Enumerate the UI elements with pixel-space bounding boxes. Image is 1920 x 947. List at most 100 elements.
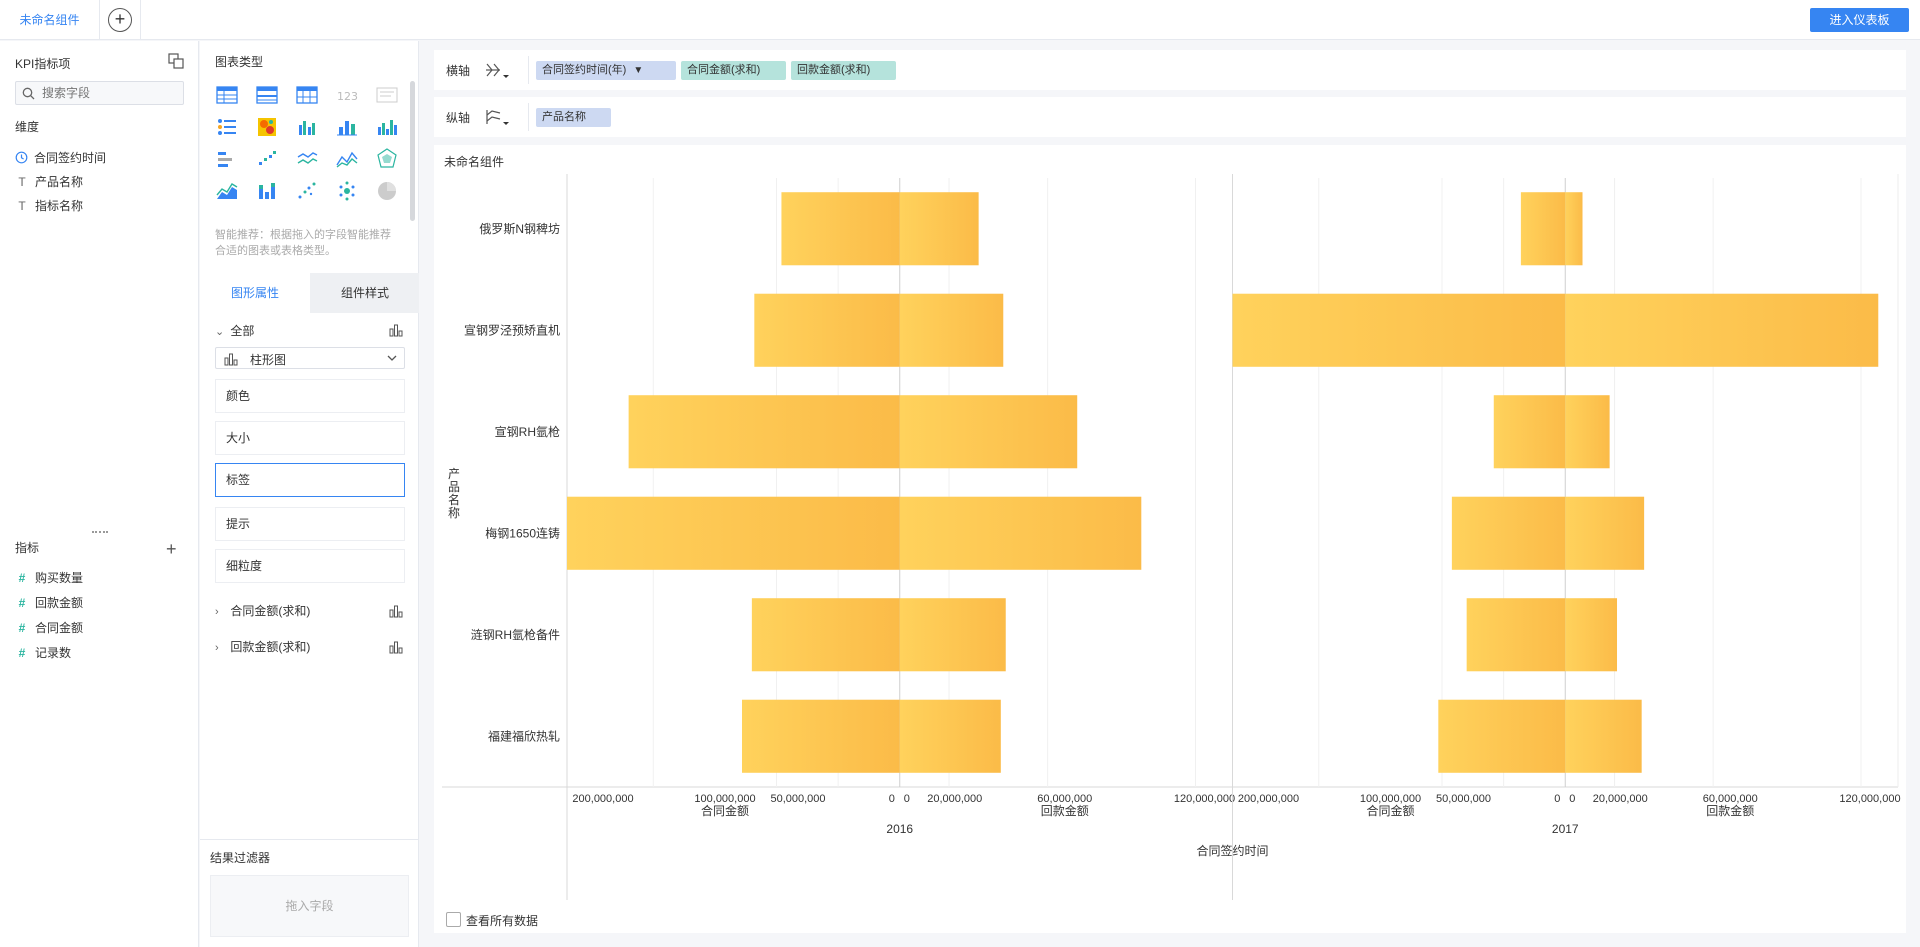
- bar-chart-icon[interactable]: [389, 323, 403, 337]
- bar-payment-amount: [1565, 598, 1618, 672]
- dimension-field-product-name[interactable]: T 产品名称: [15, 172, 83, 192]
- filter-drop-zone[interactable]: 拖入字段: [210, 875, 409, 937]
- property-tooltip[interactable]: 提示: [215, 507, 405, 541]
- chart-type-select[interactable]: 柱形图: [215, 347, 405, 369]
- area-line-icon[interactable]: [335, 147, 359, 171]
- hash-icon: #: [18, 621, 26, 635]
- bar-payment-amount: [899, 293, 1004, 367]
- scatter-icon[interactable]: [255, 147, 279, 171]
- grouped-bar-icon[interactable]: [295, 115, 319, 139]
- property-granularity[interactable]: 细粒度: [215, 549, 405, 583]
- property-size[interactable]: 大小: [215, 421, 405, 455]
- dimension-field-contract-time[interactable]: 合同签约时间: [15, 148, 106, 168]
- bar-contract-amount: [628, 395, 900, 469]
- y-axis-title-char: 名: [448, 492, 460, 507]
- table-icon[interactable]: [215, 83, 239, 107]
- measure-field-purchase-qty[interactable]: # 购买数量: [15, 568, 83, 588]
- tab-graph-properties[interactable]: 图形属性: [200, 273, 310, 313]
- category-label: 宣钢RH氩枪: [495, 424, 560, 439]
- category-label: 涟钢RH氩枪备件: [471, 627, 560, 642]
- bar-contract-amount: [1232, 293, 1566, 367]
- divider: [200, 839, 419, 840]
- tick-label: 200,000,000: [572, 793, 633, 805]
- point-cloud-icon[interactable]: [335, 179, 359, 203]
- all-series-row[interactable]: ⌄ 全部: [215, 321, 405, 341]
- chart-type-scrollbar[interactable]: [410, 81, 415, 221]
- bar-chart-icon[interactable]: [335, 115, 359, 139]
- multi-bar-icon[interactable]: [375, 115, 399, 139]
- enter-dashboard-button[interactable]: 进入仪表板: [1810, 8, 1909, 32]
- search-icon: [22, 87, 35, 100]
- property-color[interactable]: 颜色: [215, 379, 405, 413]
- series-row-payment-amount[interactable]: › 回款金额(求和): [215, 637, 405, 657]
- show-all-data-checkbox[interactable]: [446, 912, 461, 927]
- field-label: 合同金额: [35, 621, 84, 635]
- number-kpi-icon[interactable]: 123: [335, 83, 359, 107]
- add-tab-button[interactable]: +: [108, 8, 132, 32]
- dimension-field-indicator-name[interactable]: T 指标名称: [15, 196, 83, 216]
- field-label: 购买数量: [35, 571, 84, 585]
- field-label: 合同签约时间: [34, 151, 107, 165]
- all-series-label: 全部: [230, 324, 255, 338]
- field-label: 产品名称: [35, 175, 84, 189]
- tick-label: 120,000,000: [1174, 793, 1235, 805]
- bar-payment-amount: [899, 699, 1001, 773]
- category-label: 梅钢1650连铸: [485, 525, 560, 540]
- category-label: 宣钢罗泾预矫直机: [464, 322, 560, 337]
- switch-table-icon[interactable]: [168, 53, 184, 69]
- area-chart-icon[interactable]: [215, 179, 239, 203]
- tick-label: 20,000,000: [1593, 793, 1648, 805]
- dimension-section-label: 维度: [15, 120, 40, 134]
- tick-label: 100,000,000: [1360, 793, 1421, 805]
- top-bar: 未命名组件 + 进入仪表板: [0, 0, 1920, 40]
- clock-icon: [15, 151, 28, 164]
- series-label: 回款金额(求和): [230, 640, 311, 654]
- cross-table-icon[interactable]: [295, 83, 319, 107]
- radar-icon[interactable]: [375, 147, 399, 171]
- heatmap-icon[interactable]: [255, 115, 279, 139]
- search-input[interactable]: [42, 85, 177, 101]
- x-axis-label: 横轴: [446, 64, 471, 78]
- bar-chart-icon[interactable]: [389, 604, 403, 618]
- measure-field-record-count[interactable]: # 记录数: [15, 643, 71, 663]
- bar-chart: 产品名称 俄罗斯N钢稗坊宣钢罗泾预矫直机宣钢RH氩枪梅钢1650连铸涟钢RH氩枪备…: [442, 174, 1901, 900]
- tab-component-style[interactable]: 组件样式: [340, 286, 389, 300]
- x-axis-shelf: 横轴 合同签约时间(年) ▼ 合同金额(求和) 回款金额(求和): [434, 50, 1906, 90]
- series-row-contract-amount[interactable]: › 合同金额(求和): [215, 601, 405, 621]
- bar-contract-amount: [1466, 598, 1566, 672]
- add-measure-icon[interactable]: +: [166, 539, 177, 559]
- bar-chart-icon: [224, 353, 238, 366]
- tick-label: 0: [1554, 793, 1560, 805]
- tick-label: 120,000,000: [1839, 793, 1900, 805]
- measure-section-label: 指标: [15, 541, 40, 555]
- bar-chart-icon[interactable]: [389, 640, 403, 654]
- pill-payment-amount[interactable]: 回款金额(求和): [791, 61, 896, 80]
- text-widget-icon[interactable]: [375, 83, 399, 107]
- line-chart-icon[interactable]: [295, 147, 319, 171]
- bubble-scatter-icon[interactable]: [295, 179, 319, 203]
- axis-swap-icon[interactable]: [484, 107, 510, 127]
- svg-text:123: 123: [337, 90, 358, 103]
- property-label[interactable]: 标签: [215, 463, 405, 497]
- pill-contract-amount[interactable]: 合同金额(求和): [681, 61, 786, 80]
- text-type-icon: T: [18, 175, 26, 189]
- pill-product-name[interactable]: 产品名称: [536, 108, 611, 127]
- bar-contract-amount: [1438, 699, 1566, 773]
- tick-label: 100,000,000: [694, 793, 755, 805]
- stacked-bar-icon[interactable]: [255, 179, 279, 203]
- tick-label: 20,000,000: [927, 793, 982, 805]
- measure-field-contract-amount[interactable]: # 合同金额: [15, 618, 83, 638]
- panel-title: KPI指标项: [15, 57, 71, 71]
- horizontal-bar-icon[interactable]: [215, 147, 239, 171]
- pie-chart-icon[interactable]: [375, 179, 399, 203]
- dot-matrix-icon[interactable]: [215, 115, 239, 139]
- pill-label: 合同签约时间(年): [542, 64, 627, 76]
- grouped-table-icon[interactable]: [255, 83, 279, 107]
- panel-resize-handle[interactable]: [92, 531, 108, 535]
- axis-swap-icon[interactable]: [484, 60, 510, 80]
- measure-field-payment-amount[interactable]: # 回款金额: [15, 593, 83, 613]
- pill-contract-year[interactable]: 合同签约时间(年) ▼: [536, 61, 676, 80]
- tab-unnamed-component[interactable]: 未命名组件: [0, 0, 100, 40]
- chevron-down-icon: ⌄: [215, 326, 225, 338]
